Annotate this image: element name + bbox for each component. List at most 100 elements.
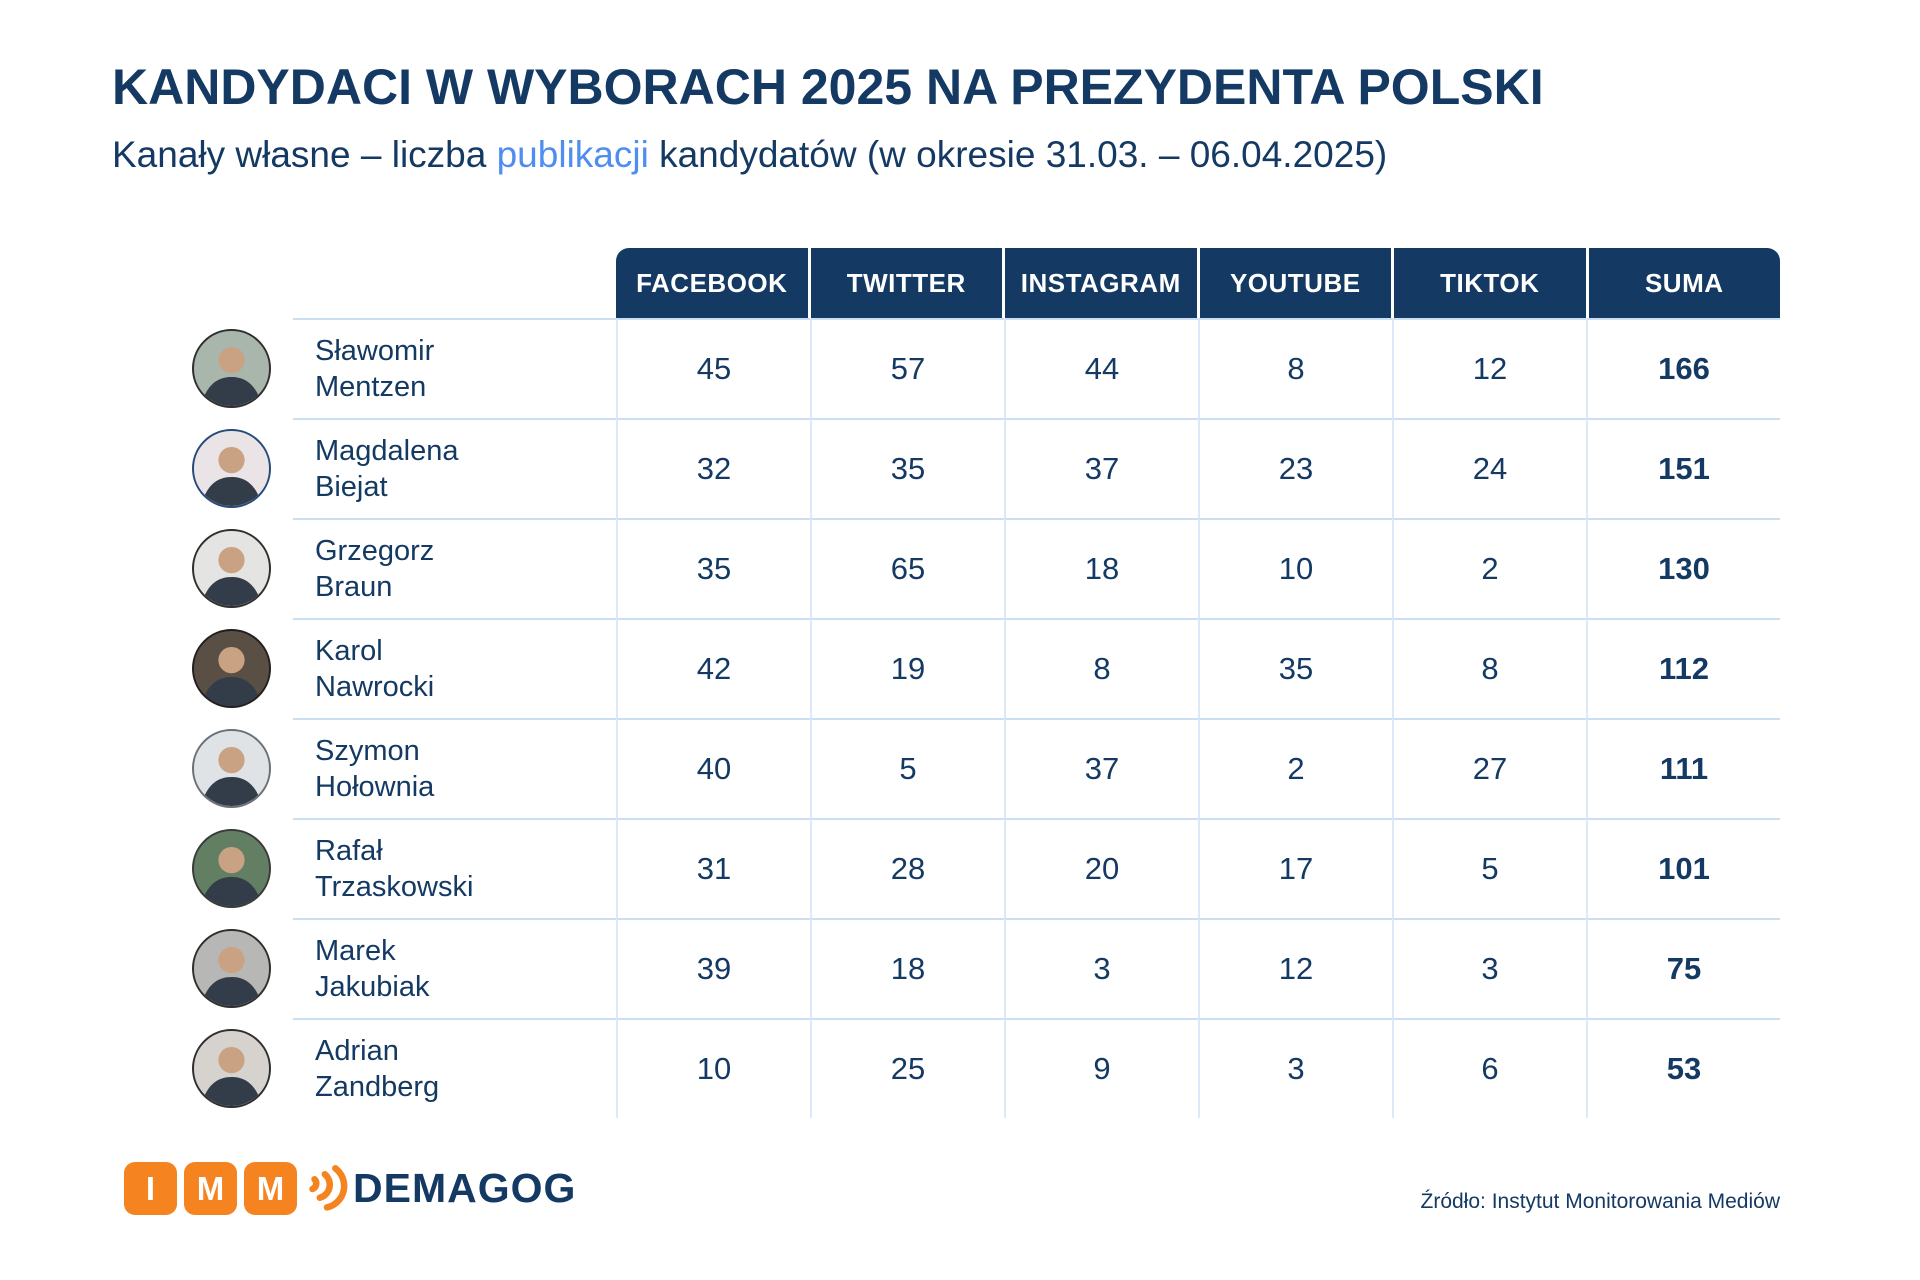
- avatar-name-gap: [271, 1018, 293, 1118]
- cell-tiktok: 24: [1392, 418, 1586, 518]
- cell-youtube: 2: [1198, 718, 1392, 818]
- avatar-cell: [192, 518, 271, 618]
- cell-tiktok: 8: [1392, 618, 1586, 718]
- cell-suma: 75: [1586, 918, 1780, 1018]
- avatar-name-gap: [271, 718, 293, 818]
- demagog-logo: DEMAGOG: [306, 1160, 576, 1216]
- candidate-name: Szymon Hołownia: [293, 718, 616, 818]
- cell-facebook: 35: [616, 518, 810, 618]
- cell-tiktok: 2: [1392, 518, 1586, 618]
- candidate-last-name: Braun: [315, 571, 393, 603]
- candidate-first-name: Szymon: [315, 735, 420, 767]
- cell-facebook: 42: [616, 618, 810, 718]
- cell-youtube: 8: [1198, 318, 1392, 418]
- cell-youtube: 10: [1198, 518, 1392, 618]
- candidate-first-name: Marek: [315, 935, 396, 967]
- avatar-cell: [192, 718, 271, 818]
- avatar-cell: [192, 918, 271, 1018]
- avatar-name-gap: [271, 418, 293, 518]
- cell-twitter: 65: [810, 518, 1004, 618]
- candidate-name: Karol Nawrocki: [293, 618, 616, 718]
- source-text: Źródło: Instytut Monitorowania Mediów: [1420, 1190, 1781, 1213]
- cell-tiktok: 6: [1392, 1018, 1586, 1118]
- cell-instagram: 20: [1004, 818, 1198, 918]
- candidate-name: Adrian Zandberg: [293, 1018, 616, 1118]
- cell-instagram: 37: [1004, 718, 1198, 818]
- avatar-cell: [192, 618, 271, 718]
- avatar: [192, 1028, 271, 1108]
- avatar: [192, 728, 271, 808]
- person-icon: [200, 946, 263, 1006]
- cell-facebook: 45: [616, 318, 810, 418]
- person-icon: [200, 746, 263, 806]
- candidate-last-name: Nawrocki: [315, 671, 435, 703]
- candidate-name: Rafał Trzaskowski: [293, 818, 616, 918]
- candidate-last-name: Biejat: [315, 471, 388, 503]
- imm-logo-letter: M: [184, 1162, 237, 1215]
- cell-facebook: 39: [616, 918, 810, 1018]
- table-body: Sławomir Mentzen 45 57 44 8 12 166 Magdalena Biej…: [192, 318, 1780, 1118]
- candidate-first-name: Sławomir: [315, 335, 435, 367]
- subtitle-prefix: Kanały własne – liczba: [112, 134, 497, 175]
- person-icon: [200, 1046, 263, 1106]
- column-header-twitter: TWITTER: [810, 248, 1002, 318]
- cell-youtube: 3: [1198, 1018, 1392, 1118]
- cell-twitter: 57: [810, 318, 1004, 418]
- avatar-cell: [192, 818, 271, 918]
- cell-tiktok: 27: [1392, 718, 1586, 818]
- avatar-name-gap: [271, 818, 293, 918]
- cell-twitter: 35: [810, 418, 1004, 518]
- avatar: [192, 928, 271, 1008]
- cell-youtube: 12: [1198, 918, 1392, 1018]
- table-row: Grzegorz Braun 35 65 18 10 2 130: [192, 518, 1780, 618]
- candidate-last-name: Trzaskowski: [315, 871, 474, 903]
- candidate-last-name: Hołownia: [315, 771, 435, 803]
- table-row: Magdalena Biejat 32 35 37 23 24 151: [192, 418, 1780, 518]
- cell-instagram: 3: [1004, 918, 1198, 1018]
- sound-wave-icon: [306, 1161, 348, 1215]
- subtitle-highlight: publikacji: [496, 134, 649, 175]
- candidate-first-name: Karol: [315, 635, 383, 667]
- imm-logo-letter: I: [124, 1162, 177, 1215]
- demagog-wordmark: DEMAGOG: [353, 1164, 577, 1211]
- avatar-name-gap: [271, 518, 293, 618]
- candidate-name: Sławomir Mentzen: [293, 318, 616, 418]
- candidate-last-name: Zandberg: [315, 1071, 440, 1103]
- table-row: Szymon Hołownia 40 5 37 2 27 111: [192, 718, 1780, 818]
- subtitle-suffix: kandydatów (w okresie 31.03. – 06.04.202…: [648, 134, 1388, 175]
- page-title: KANDYDACI W WYBORACH 2025 NA PREZYDENTA …: [112, 59, 1544, 115]
- cell-facebook: 40: [616, 718, 810, 818]
- column-header-facebook: FACEBOOK: [616, 248, 808, 318]
- column-header-youtube: YOUTUBE: [1199, 248, 1391, 318]
- table-row: Karol Nawrocki 42 19 8 35 8 112: [192, 618, 1780, 718]
- candidate-last-name: Mentzen: [315, 371, 427, 403]
- avatar-cell: [192, 318, 271, 418]
- candidate-last-name: Jakubiak: [315, 971, 430, 1003]
- candidate-first-name: Adrian: [315, 1035, 399, 1067]
- table-row: Rafał Trzaskowski 31 28 20 17 5 101: [192, 818, 1780, 918]
- person-icon: [200, 546, 263, 606]
- cell-youtube: 35: [1198, 618, 1392, 718]
- cell-twitter: 5: [810, 718, 1004, 818]
- candidate-first-name: Grzegorz: [315, 535, 435, 567]
- avatar-name-gap: [271, 918, 293, 1018]
- cell-suma: 101: [1586, 818, 1780, 918]
- cell-suma: 130: [1586, 518, 1780, 618]
- person-icon: [200, 646, 263, 706]
- cell-facebook: 31: [616, 818, 810, 918]
- table-header-row: FACEBOOK TWITTER INSTAGRAM YOUTUBE TIKTOK SUM…: [616, 248, 1780, 318]
- column-header-suma: SUMA: [1588, 248, 1780, 318]
- cell-suma: 53: [1586, 1018, 1780, 1118]
- avatar-cell: [192, 1018, 271, 1118]
- candidate-first-name: Magdalena: [315, 435, 459, 467]
- cell-instagram: 44: [1004, 318, 1198, 418]
- cell-suma: 166: [1586, 318, 1780, 418]
- person-icon: [200, 346, 263, 406]
- column-header-instagram: INSTAGRAM: [1005, 248, 1197, 318]
- cell-facebook: 32: [616, 418, 810, 518]
- cell-tiktok: 12: [1392, 318, 1586, 418]
- cell-twitter: 18: [810, 918, 1004, 1018]
- cell-instagram: 18: [1004, 518, 1198, 618]
- cell-tiktok: 3: [1392, 918, 1586, 1018]
